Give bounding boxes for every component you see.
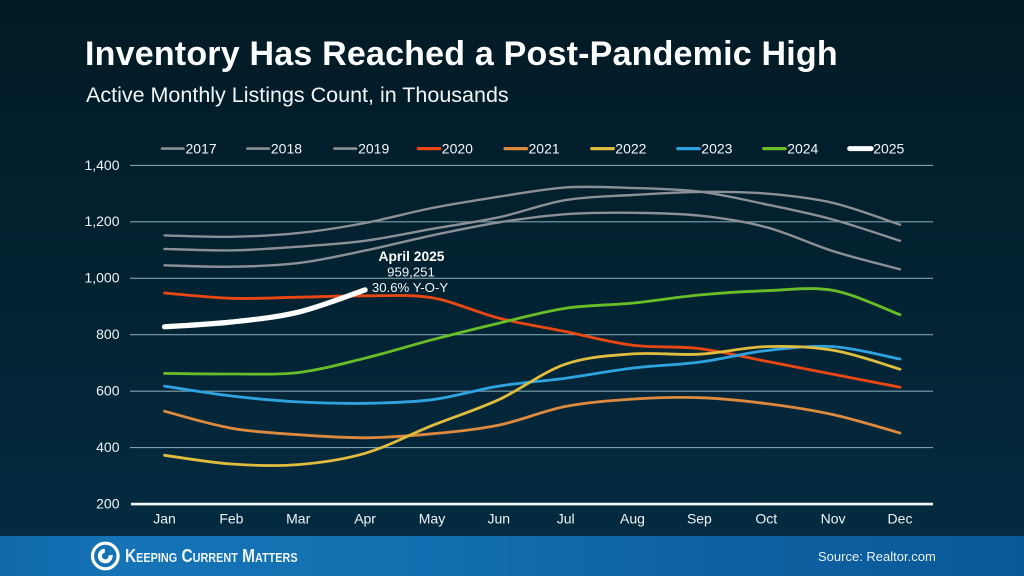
svg-text:Jan: Jan bbox=[153, 510, 176, 526]
svg-text:Nov: Nov bbox=[821, 510, 846, 526]
svg-text:Apr: Apr bbox=[354, 510, 376, 526]
svg-text:800: 800 bbox=[96, 326, 120, 342]
svg-text:1,000: 1,000 bbox=[84, 270, 119, 286]
svg-text:400: 400 bbox=[96, 439, 120, 455]
svg-text:2024: 2024 bbox=[787, 141, 818, 157]
svg-text:Dec: Dec bbox=[888, 510, 913, 526]
svg-text:2019: 2019 bbox=[358, 141, 389, 157]
svg-text:Sep: Sep bbox=[687, 510, 712, 526]
svg-text:2018: 2018 bbox=[271, 141, 302, 157]
svg-text:2020: 2020 bbox=[442, 141, 473, 157]
svg-text:Aug: Aug bbox=[620, 510, 645, 526]
svg-text:Jun: Jun bbox=[488, 510, 511, 526]
svg-text:Feb: Feb bbox=[219, 510, 243, 526]
svg-text:Oct: Oct bbox=[755, 510, 777, 526]
svg-text:2023: 2023 bbox=[701, 141, 732, 157]
svg-text:600: 600 bbox=[96, 383, 120, 399]
svg-text:2022: 2022 bbox=[615, 141, 646, 157]
svg-text:2021: 2021 bbox=[529, 141, 560, 157]
svg-text:1,400: 1,400 bbox=[84, 157, 119, 173]
svg-text:April 2025: April 2025 bbox=[379, 249, 445, 264]
svg-text:May: May bbox=[419, 510, 445, 526]
svg-text:2025: 2025 bbox=[873, 141, 904, 157]
svg-text:2017: 2017 bbox=[186, 141, 217, 157]
svg-text:959,251: 959,251 bbox=[387, 265, 435, 280]
svg-text:30.6% Y-O-Y: 30.6% Y-O-Y bbox=[372, 280, 448, 295]
svg-text:1,200: 1,200 bbox=[84, 213, 119, 229]
svg-text:200: 200 bbox=[96, 496, 120, 512]
svg-text:Mar: Mar bbox=[286, 510, 310, 526]
svg-text:Jul: Jul bbox=[557, 510, 575, 526]
